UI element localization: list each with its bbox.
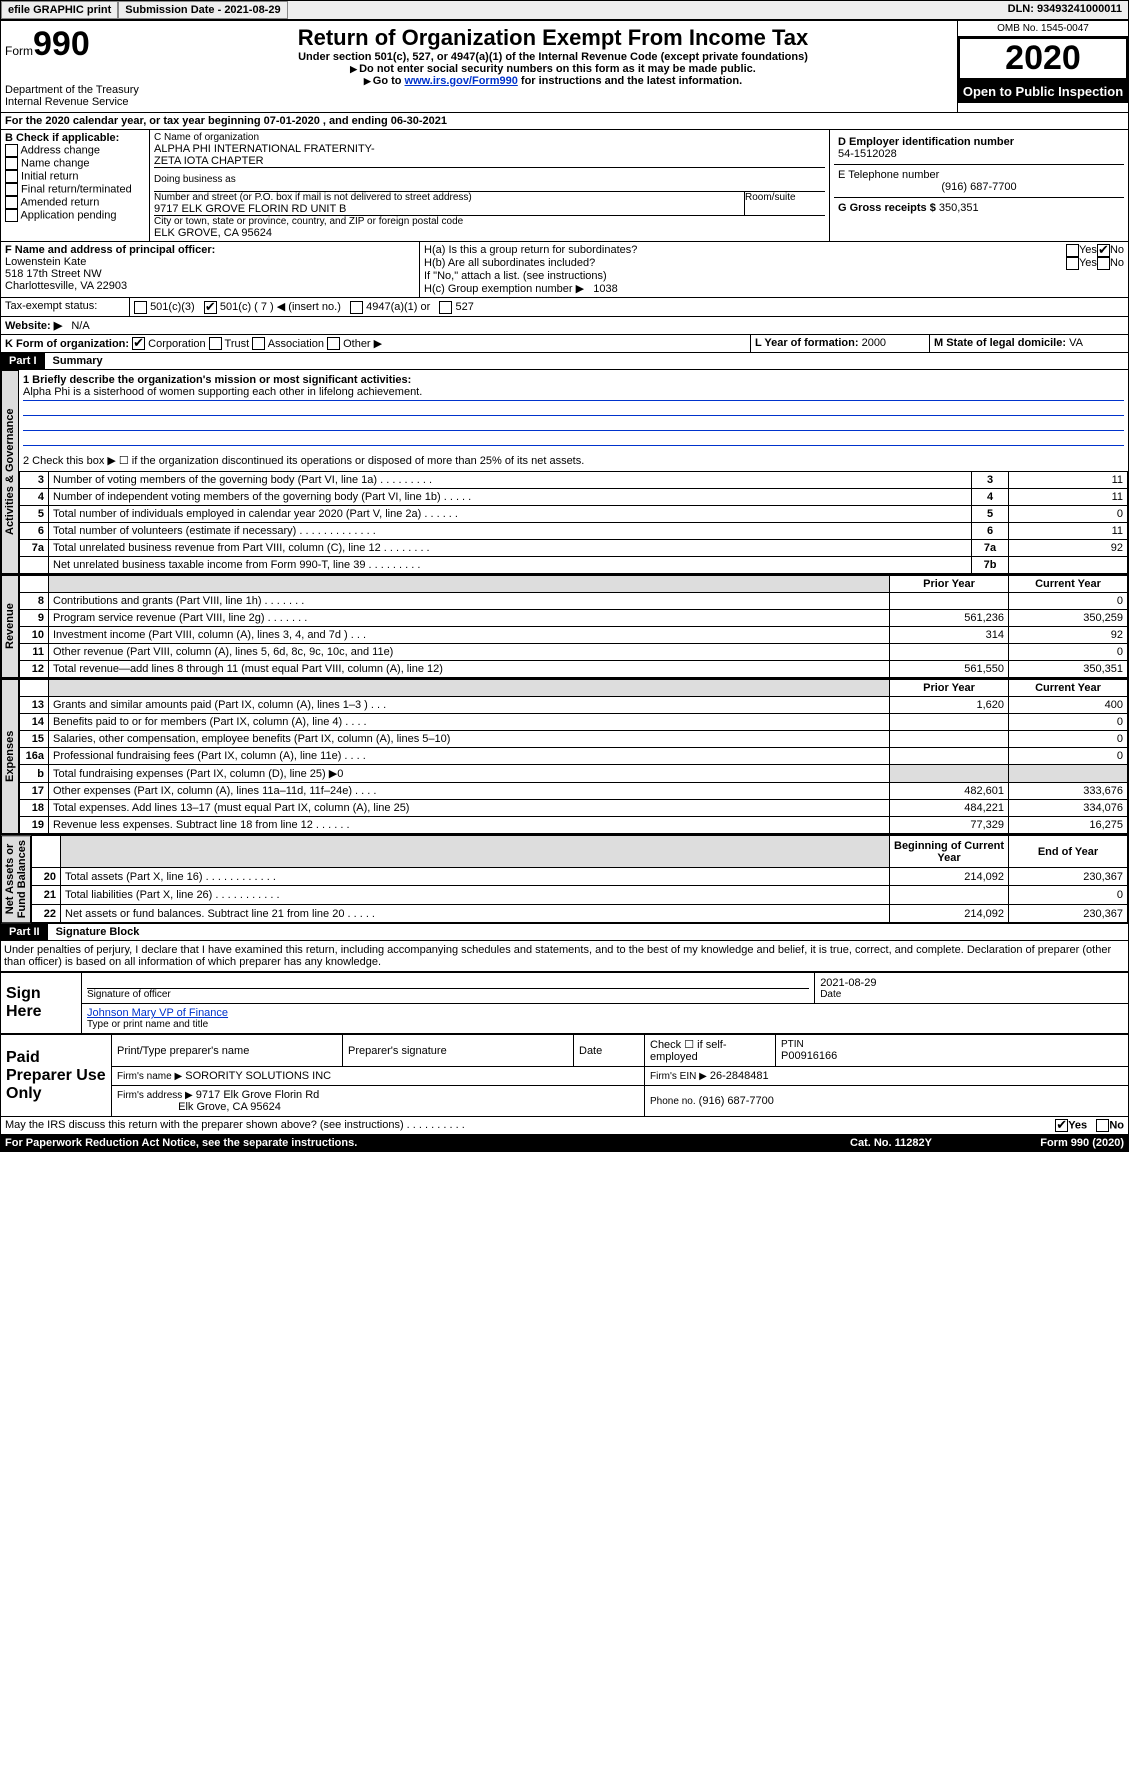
paid-preparer: Paid Preparer Use Only	[1, 1035, 112, 1117]
efile-print-button[interactable]: efile GRAPHIC print	[1, 1, 118, 19]
hb-yes-checkbox[interactable]	[1066, 257, 1079, 270]
footer: For Paperwork Reduction Act Notice, see …	[0, 1135, 1129, 1152]
firm-name: SORORITY SOLUTIONS INC	[185, 1070, 331, 1082]
mission-text: Alpha Phi is a sisterhood of women suppo…	[23, 386, 1124, 401]
officer-addr2: Charlottesville, VA 22903	[5, 280, 415, 292]
firm-phone: (916) 687-7700	[699, 1095, 774, 1107]
hb-no-checkbox[interactable]	[1097, 257, 1110, 270]
org-address: 9717 ELK GROVE FLORIN RD UNIT B	[154, 203, 744, 215]
year-formation: 2000	[862, 337, 886, 349]
527-checkbox[interactable]	[439, 301, 452, 314]
subtitle-2: Do not enter social security numbers on …	[153, 63, 953, 75]
identity-block: B Check if applicable: Address change Na…	[0, 130, 1129, 242]
subtitle-1: Under section 501(c), 527, or 4947(a)(1)…	[153, 51, 953, 63]
box-c-name-label: C Name of organization	[154, 132, 825, 143]
irs-link[interactable]: www.irs.gov/Form990	[405, 75, 518, 87]
hb-label: H(b) Are all subordinates included?	[424, 257, 1066, 270]
perjury-text: Under penalties of perjury, I declare th…	[0, 941, 1129, 972]
preparer-table: Paid Preparer Use Only Print/Type prepar…	[0, 1034, 1129, 1117]
line-j: Website: ▶ N/A	[0, 317, 1129, 335]
sign-here: Sign Here	[1, 973, 82, 1034]
vtab-revenue: Revenue	[1, 575, 19, 678]
dln: DLN: 93493241000011	[1002, 1, 1128, 19]
form-word: Form	[5, 44, 33, 58]
state-domicile: VA	[1069, 337, 1083, 349]
ha-label: H(a) Is this a group return for subordin…	[424, 244, 1066, 257]
f-h-block: F Name and address of principal officer:…	[0, 242, 1129, 298]
box-e-label: E Telephone number	[838, 169, 1120, 181]
line-a: For the 2020 calendar year, or tax year …	[0, 113, 1129, 130]
table-netassets: Beginning of Current YearEnd of Year20To…	[31, 835, 1128, 923]
box-g-label: G Gross receipts $	[838, 202, 936, 214]
line-i: Tax-exempt status: 501(c)(3) 501(c) ( 7 …	[0, 298, 1129, 317]
addr-label: Number and street (or P.O. box if mail i…	[154, 192, 744, 203]
part-i-header: Part I Summary	[0, 353, 1129, 370]
form-header: Form990 Department of the Treasury Inter…	[0, 20, 1129, 113]
vtab-netassets: Net Assets or Fund Balances	[1, 835, 31, 923]
officer-signer: Johnson Mary VP of Finance	[87, 1007, 1123, 1019]
vtab-activities: Activities & Governance	[1, 370, 19, 574]
signature-table: Sign Here Signature of officer 2021-08-2…	[0, 972, 1129, 1034]
form-990: 990	[33, 25, 90, 63]
hb-note: If "No," attach a list. (see instruction…	[424, 270, 1124, 282]
officer-name: Lowenstein Kate	[5, 256, 415, 268]
ptin: P00916166	[781, 1050, 1123, 1062]
firm-addr2: Elk Grove, CA 95624	[178, 1101, 281, 1113]
subtitle-3: Go to www.irs.gov/Form990 for instructio…	[153, 75, 953, 87]
box-f-label: F Name and address of principal officer:	[5, 244, 415, 256]
501c-checkbox[interactable]	[204, 301, 217, 314]
part-ii-header: Part II Signature Block	[0, 924, 1129, 941]
mission-label: 1 Briefly describe the organization's mi…	[23, 374, 1124, 386]
part-ii-title: Signature Block	[48, 924, 148, 940]
table-activities: 3Number of voting members of the governi…	[19, 471, 1128, 574]
org-name: ALPHA PHI INTERNATIONAL FRATERNITY- ZETA…	[154, 143, 825, 167]
ha-no-checkbox[interactable]	[1097, 244, 1110, 257]
website: N/A	[71, 320, 89, 332]
firm-ein: 26-2848481	[710, 1070, 769, 1082]
ein: 54-1512028	[838, 148, 1120, 160]
hc-label: H(c) Group exemption number ▶	[424, 283, 584, 295]
line-klm: K Form of organization: Corporation Trus…	[0, 335, 1129, 354]
line-2: 2 Check this box ▶ ☐ if the organization…	[19, 450, 1128, 471]
room-label: Room/suite	[745, 192, 825, 203]
sign-date: 2021-08-29	[820, 977, 1123, 989]
city-label: City or town, state or province, country…	[154, 216, 825, 227]
open-inspection: Open to Public Inspection	[958, 80, 1128, 103]
4947-checkbox[interactable]	[350, 301, 363, 314]
omb: OMB No. 1545-0047	[958, 21, 1128, 37]
submission-date: Submission Date - 2021-08-29	[118, 1, 287, 19]
discuss-yes-checkbox[interactable]	[1055, 1119, 1068, 1132]
dept-treasury: Department of the Treasury Internal Reve…	[5, 84, 145, 108]
discuss-line: May the IRS discuss this return with the…	[0, 1117, 1129, 1135]
table-revenue: Prior YearCurrent Year8Contributions and…	[19, 575, 1128, 678]
org-city: ELK GROVE, CA 95624	[154, 227, 825, 239]
501c3-checkbox[interactable]	[134, 301, 147, 314]
tax-year: 2020	[958, 37, 1128, 80]
part-i-tag: Part I	[1, 353, 45, 369]
top-bar-spacer	[288, 1, 1002, 19]
part-ii-tag: Part II	[1, 924, 48, 940]
box-b-label: B Check if applicable:	[5, 132, 145, 144]
officer-addr1: 518 17th Street NW	[5, 268, 415, 280]
top-bar: efile GRAPHIC print Submission Date - 20…	[0, 0, 1129, 20]
dba-label: Doing business as	[154, 174, 825, 185]
table-expenses: Prior YearCurrent Year13Grants and simil…	[19, 679, 1128, 834]
ha-yes-checkbox[interactable]	[1066, 244, 1079, 257]
firm-addr1: 9717 Elk Grove Florin Rd	[196, 1089, 320, 1101]
gross-receipts: 350,351	[939, 202, 979, 214]
phone: (916) 687-7700	[838, 181, 1120, 193]
box-d-label: D Employer identification number	[838, 136, 1120, 148]
hc-val: 1038	[593, 283, 617, 295]
part-i-title: Summary	[45, 353, 111, 369]
vtab-expenses: Expenses	[1, 679, 19, 834]
form-title: Return of Organization Exempt From Incom…	[153, 25, 953, 51]
discuss-no-checkbox[interactable]	[1096, 1119, 1109, 1132]
